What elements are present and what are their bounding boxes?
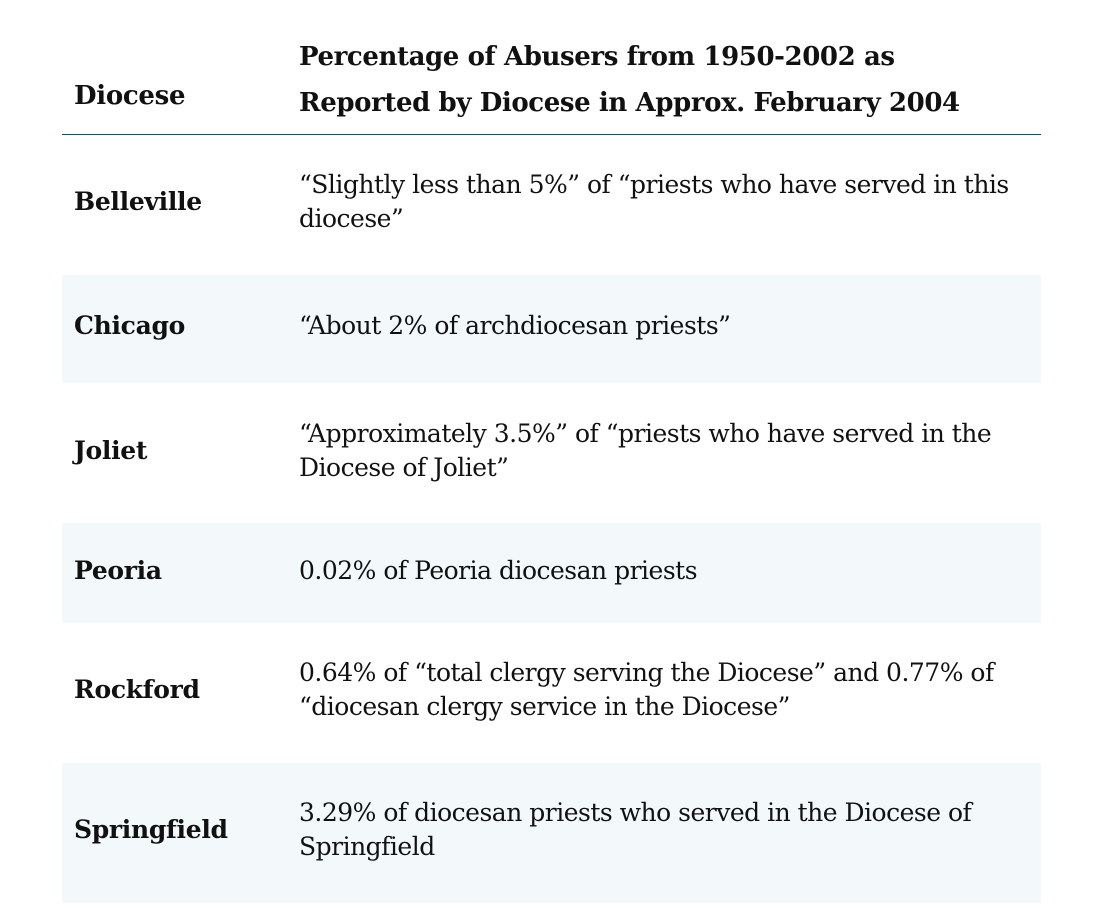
table-header: Diocese Percentage of Abusers from 1950-…	[62, 0, 1041, 135]
table-row: Belleville “Slightly less than 5%” of “p…	[62, 135, 1041, 275]
diocese-name: Chicago	[74, 311, 186, 340]
header-diocese: Diocese	[74, 81, 186, 111]
diocese-percentage: “About 2% of archdiocesan priests”	[299, 311, 731, 340]
diocese-percentage: “Slightly less than 5%” of “priests who …	[299, 170, 1009, 233]
diocese-percentage: 3.29% of diocesan priests who served in …	[299, 798, 972, 861]
diocese-name: Springfield	[74, 815, 228, 844]
table-row: Springfield 3.29% of diocesan priests wh…	[62, 763, 1041, 903]
diocese-name: Rockford	[74, 675, 200, 704]
diocese-percentage: “Approximately 3.5%” of “priests who hav…	[299, 419, 992, 482]
diocese-name: Joliet	[74, 436, 148, 465]
diocese-name: Peoria	[74, 556, 162, 585]
diocese-table: Diocese Percentage of Abusers from 1950-…	[62, 0, 1041, 903]
table-row: Chicago “About 2% of archdiocesan priest…	[62, 275, 1041, 383]
diocese-name: Belleville	[74, 187, 202, 216]
header-percentage: Percentage of Abusers from 1950-2002 as …	[299, 42, 960, 118]
table-row: Rockford 0.64% of “total clergy serving …	[62, 623, 1041, 763]
table-row: Joliet “Approximately 3.5%” of “priests …	[62, 383, 1041, 523]
diocese-percentage: 0.64% of “total clergy serving the Dioce…	[299, 658, 994, 721]
table-row: Peoria 0.02% of Peoria diocesan priests	[62, 523, 1041, 623]
diocese-percentage: 0.02% of Peoria diocesan priests	[299, 556, 698, 585]
